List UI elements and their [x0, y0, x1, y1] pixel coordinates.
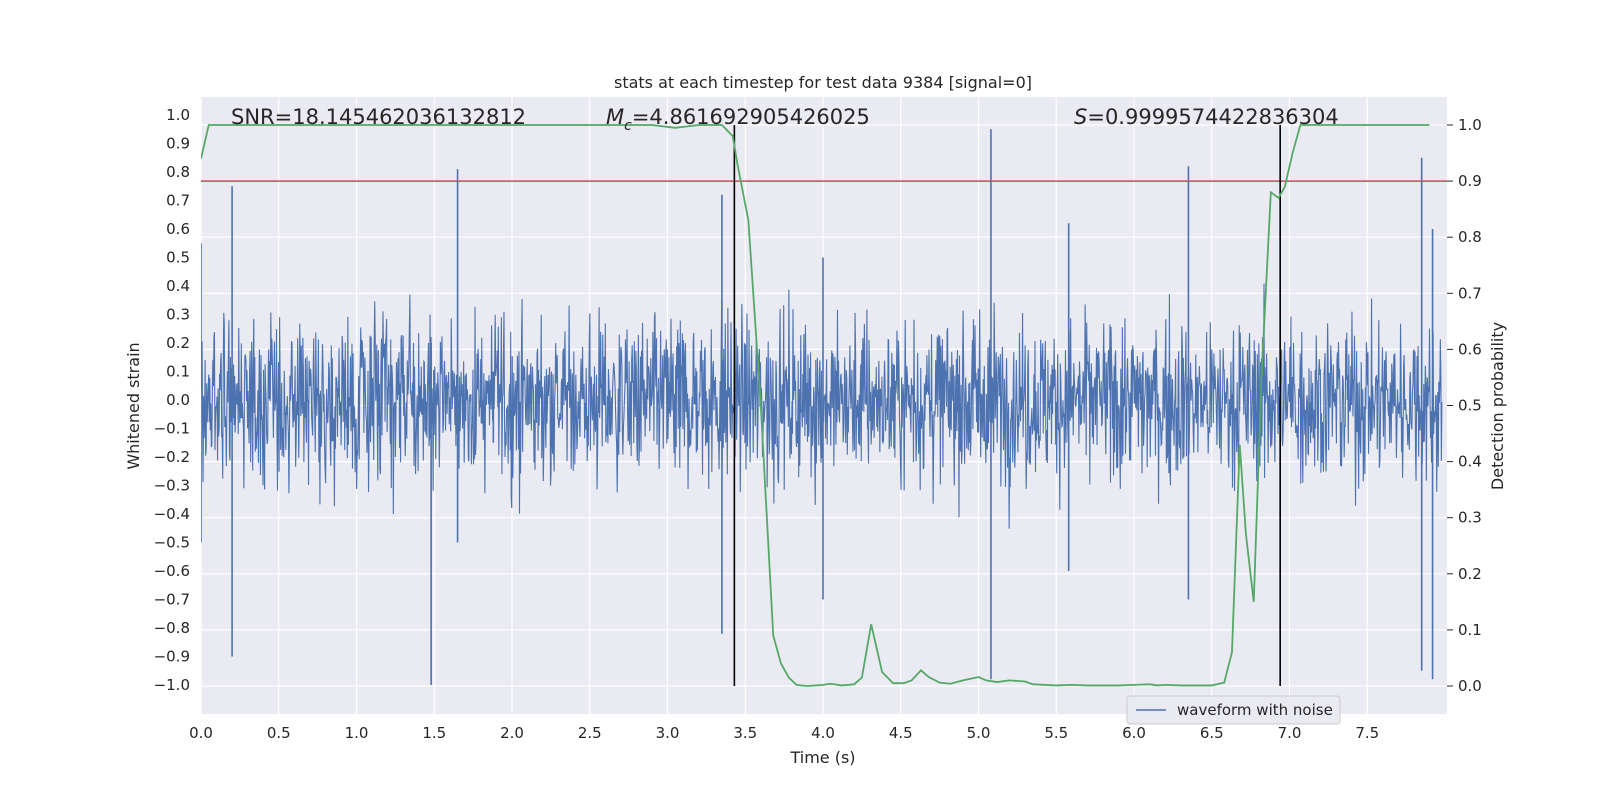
y2-axis-label: Detection probability [1488, 322, 1507, 490]
y2-tick-label: 0.7 [1458, 284, 1482, 302]
y2-tick-label: 0.5 [1458, 397, 1482, 415]
x-tick-label: 7.0 [1278, 724, 1302, 742]
x-axis-label: Time (s) [789, 748, 855, 767]
x-tick-label: 1.0 [345, 724, 369, 742]
x-tick-label: 6.0 [1122, 724, 1146, 742]
y2-tick-labels: 1.0 0.9 0.8 0.7 0.6 0.5 0.4 0.3 0.2 0.1 0.0 [1447, 116, 1482, 695]
legend: waveform with noise [1126, 695, 1341, 725]
y2-tick-label: 0.1 [1458, 621, 1482, 639]
y-tick-label: −0.6 [154, 562, 190, 580]
chirp-mass-subscript: c [624, 118, 632, 134]
x-tick-label: 2.0 [500, 724, 524, 742]
y-tick-label: 0.6 [166, 220, 190, 238]
y2-tick-label: 0.4 [1458, 453, 1482, 471]
x-tick-label: 0.5 [267, 724, 291, 742]
probability-line [201, 124, 1430, 687]
y-tick-label: −0.1 [154, 420, 190, 438]
y2-tick-label: 0.2 [1458, 565, 1482, 583]
y-tick-label: 1.0 [166, 106, 190, 124]
y2-tick-label: 0.0 [1458, 677, 1482, 695]
y-tick-label: −0.9 [154, 648, 190, 666]
y-tick-label: −0.3 [154, 477, 190, 495]
y2-tick-label: 0.6 [1458, 340, 1482, 358]
waveform-series [201, 129, 1443, 685]
y-tick-label: 0.5 [166, 249, 190, 267]
y-tick-label: 0.7 [166, 192, 190, 210]
x-tick-label: 5.5 [1044, 724, 1068, 742]
x-tick-label: 7.5 [1355, 724, 1379, 742]
y-tick-label: 0.0 [166, 391, 190, 409]
y-tick-label: 0.8 [166, 163, 190, 181]
score-symbol: S [1074, 105, 1087, 129]
waveform-line [201, 283, 1443, 529]
y-tick-label: −0.7 [154, 591, 190, 609]
x-tick-label: 3.5 [733, 724, 757, 742]
y-tick-label: 0.3 [166, 306, 190, 324]
y2-tick-label: 1.0 [1458, 116, 1482, 134]
chirp-mass-annotation: Mc=4.861692905426025 [606, 105, 870, 134]
y-tick-label: 0.2 [166, 334, 190, 352]
y-tick-label: −0.8 [154, 619, 190, 637]
x-tick-label: 5.0 [967, 724, 991, 742]
score-value: =0.9999574422836304 [1087, 105, 1338, 129]
x-tick-label: 4.5 [889, 724, 913, 742]
score-annotation: S=0.9999574422836304 [1074, 105, 1339, 129]
chirp-mass-value: =4.861692905426025 [632, 105, 870, 129]
x-tick-label: 6.5 [1200, 724, 1224, 742]
legend-box [1126, 695, 1341, 725]
x-tick-label: 0.0 [189, 724, 213, 742]
x-tick-label: 4.0 [811, 724, 835, 742]
y-tick-label: −0.5 [154, 534, 190, 552]
y-tick-label: −0.2 [154, 448, 190, 466]
y-tick-labels: 1.0 0.9 0.8 0.7 0.6 0.5 0.4 0.3 0.2 0.1 0.0 −0.1 −0.… [154, 106, 190, 694]
snr-annotation: SNR=18.145462036132812 [231, 105, 526, 129]
legend-label: waveform with noise [1177, 701, 1333, 719]
x-tick-label: 2.5 [578, 724, 602, 742]
x-tick-labels: 0.0 0.5 1.0 1.5 2.0 2.5 3.0 3.5 4.0 4.5 5.0 5.5 6.0 6… [189, 724, 1379, 742]
chart-title: stats at each timestep for test data 938… [614, 73, 1032, 92]
y2-tick-label: 0.3 [1458, 509, 1482, 527]
probability-series [201, 124, 1430, 687]
chirp-mass-symbol: M [606, 105, 624, 129]
y2-tick-label: 0.8 [1458, 228, 1482, 246]
y-tick-label: 0.9 [166, 135, 190, 153]
overlay-lines [201, 125, 1447, 686]
y2-tick-label: 0.9 [1458, 172, 1482, 190]
x-tick-label: 1.5 [422, 724, 446, 742]
y-tick-label: 0.4 [166, 277, 190, 295]
y-tick-label: 0.1 [166, 363, 190, 381]
x-tick-label: 3.0 [656, 724, 680, 742]
y-axis-label: Whitened strain [124, 342, 143, 469]
y-tick-label: −1.0 [154, 676, 190, 694]
y-tick-label: −0.4 [154, 505, 190, 523]
